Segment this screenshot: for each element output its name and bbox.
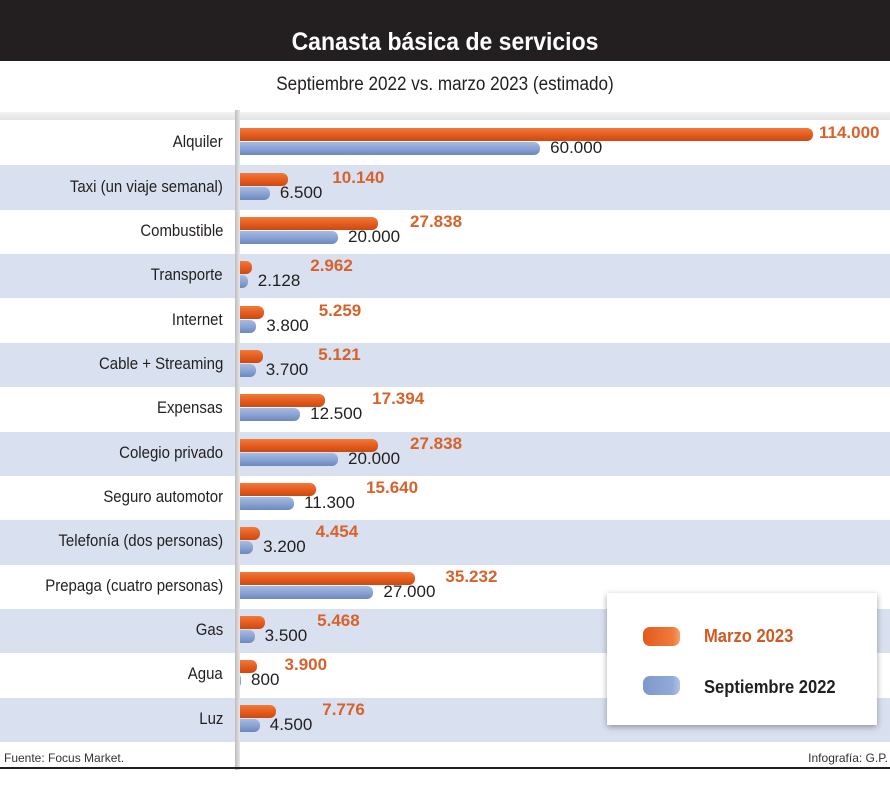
category-row-alquiler: Alquiler 60.000 114.000 <box>0 121 890 166</box>
bar-marzo-2023 <box>237 216 378 230</box>
value-label-septiembre-2022: 12.500 <box>310 404 363 424</box>
legend-label-marzo-2023: Marzo 2023 <box>704 626 794 646</box>
value-label-marzo-2023: 27.838 <box>410 433 463 453</box>
category-row-expensas: Expensas 12.500 17.394 <box>0 387 890 432</box>
value-label-septiembre-2022: 3.500 <box>264 626 308 646</box>
bar-marzo-2023 <box>237 128 813 142</box>
bar-septiembre-2022 <box>237 319 257 333</box>
value-label-septiembre-2022: 60.000 <box>550 138 603 158</box>
category-label: Gas <box>195 620 223 640</box>
value-label-marzo-2023: 5.259 <box>318 300 362 320</box>
value-label-marzo-2023: 5.468 <box>317 611 360 631</box>
bottom-rule <box>0 767 890 769</box>
bar-septiembre-2022 <box>237 718 260 732</box>
bar-marzo-2023 <box>237 571 415 585</box>
value-label-septiembre-2022: 2.128 <box>257 271 301 291</box>
bar-septiembre-2022 <box>237 497 295 511</box>
category-row-colegio-privado: Colegio privado 20.000 27.838 <box>0 431 890 476</box>
chart-subtitle: Septiembre 2022 vs. marzo 2023 (estimado… <box>276 74 614 95</box>
bar-marzo-2023 <box>237 349 263 363</box>
value-label-septiembre-2022: 3.800 <box>266 315 309 335</box>
chart-title: Canasta básica de servicios <box>291 28 599 56</box>
credit-note: Infografía: G.P. <box>808 751 888 765</box>
value-label-marzo-2023: 10.140 <box>332 167 385 187</box>
title-bar <box>0 0 890 61</box>
legend-swatch-marzo-2023 <box>643 627 680 646</box>
bar-septiembre-2022 <box>237 363 256 377</box>
bar-marzo-2023 <box>237 527 260 541</box>
category-label: Agua <box>188 664 223 684</box>
value-label-septiembre-2022: 20.000 <box>348 226 401 246</box>
value-label-septiembre-2022: 3.700 <box>265 359 309 379</box>
value-label-marzo-2023: 3.900 <box>284 655 328 675</box>
value-label-marzo-2023: 4.454 <box>315 522 359 542</box>
value-label-marzo-2023: 2.962 <box>310 256 353 276</box>
value-label-marzo-2023: 15.640 <box>366 478 419 498</box>
category-label: Expensas <box>157 398 223 418</box>
bar-septiembre-2022 <box>237 452 339 466</box>
category-label: Colegio privado <box>119 442 223 462</box>
value-label-septiembre-2022: 6.500 <box>279 182 323 202</box>
value-label-marzo-2023: 114.000 <box>819 123 880 143</box>
subtitle-divider <box>0 112 890 120</box>
bar-marzo-2023 <box>237 438 378 452</box>
legend: Marzo 2023 Septiembre 2022 <box>607 593 877 725</box>
category-label: Prepaga (cuatro personas) <box>45 575 223 595</box>
category-row-telefonia-dos-personas: Telefonía (dos personas) 3.200 4.454 <box>0 520 890 565</box>
value-label-septiembre-2022: 800 <box>251 670 280 690</box>
value-label-septiembre-2022: 27.000 <box>383 581 436 601</box>
category-row-cable-streaming: Cable + Streaming 3.700 5.121 <box>0 342 890 388</box>
bar-septiembre-2022 <box>237 275 248 289</box>
bar-marzo-2023 <box>237 172 289 186</box>
bar-septiembre-2022 <box>237 585 374 599</box>
value-label-marzo-2023: 35.232 <box>445 566 498 586</box>
value-label-septiembre-2022: 20.000 <box>348 448 401 468</box>
bar-marzo-2023 <box>237 704 277 718</box>
bar-marzo-2023 <box>237 394 325 408</box>
bar-septiembre-2022 <box>237 186 270 200</box>
value-label-septiembre-2022: 3.200 <box>263 537 306 557</box>
category-row-seguro-automotor: Seguro automotor 11.300 15.640 <box>0 475 890 521</box>
bar-marzo-2023 <box>237 483 317 497</box>
bar-marzo-2023 <box>237 305 264 319</box>
category-row-transporte: Transporte 2.128 2.962 <box>0 254 890 299</box>
category-row-taxi-un-viaje-semanal: Taxi (un viaje semanal) 6.500 10.140 <box>0 165 890 210</box>
bar-septiembre-2022 <box>237 630 255 644</box>
category-row-combustible: Combustible 20.000 27.838 <box>0 209 890 255</box>
value-label-septiembre-2022: 11.300 <box>304 493 355 513</box>
bar-septiembre-2022 <box>237 230 339 244</box>
value-label-marzo-2023: 27.838 <box>410 211 463 231</box>
value-label-septiembre-2022: 4.500 <box>269 714 313 734</box>
category-label: Alquiler <box>173 132 223 152</box>
bar-marzo-2023 <box>237 660 257 674</box>
bar-marzo-2023 <box>237 261 252 275</box>
category-label: Combustible <box>139 220 223 240</box>
category-label: Luz <box>198 708 223 728</box>
bar-septiembre-2022 <box>237 541 254 555</box>
bar-septiembre-2022 <box>237 408 301 422</box>
value-label-marzo-2023: 17.394 <box>372 389 425 409</box>
category-label: Telefonía (dos personas) <box>58 531 223 551</box>
category-label: Seguro automotor <box>103 487 223 507</box>
category-axis-line <box>235 110 240 770</box>
category-label: Transporte <box>151 265 223 285</box>
category-label: Cable + Streaming <box>98 353 223 373</box>
category-row-prepaga-cuatro-personas: Prepaga (cuatro personas) 27.000 35.232 <box>0 564 890 609</box>
source-note: Fuente: Focus Market. <box>4 751 125 765</box>
legend-swatch-septiembre-2022 <box>643 676 680 695</box>
legend-label-septiembre-2022: Septiembre 2022 <box>704 677 836 697</box>
category-label: Internet <box>172 309 223 329</box>
value-label-marzo-2023: 7.776 <box>322 699 365 719</box>
plot-area: Alquiler 60.000 114.000 Taxi (un viaje sema… <box>0 121 890 742</box>
category-label: Taxi (un viaje semanal) <box>70 176 223 196</box>
category-row-internet: Internet 3.800 5.259 <box>0 298 890 343</box>
value-label-marzo-2023: 5.121 <box>318 344 361 364</box>
bar-septiembre-2022 <box>237 142 541 156</box>
bar-marzo-2023 <box>237 616 265 630</box>
